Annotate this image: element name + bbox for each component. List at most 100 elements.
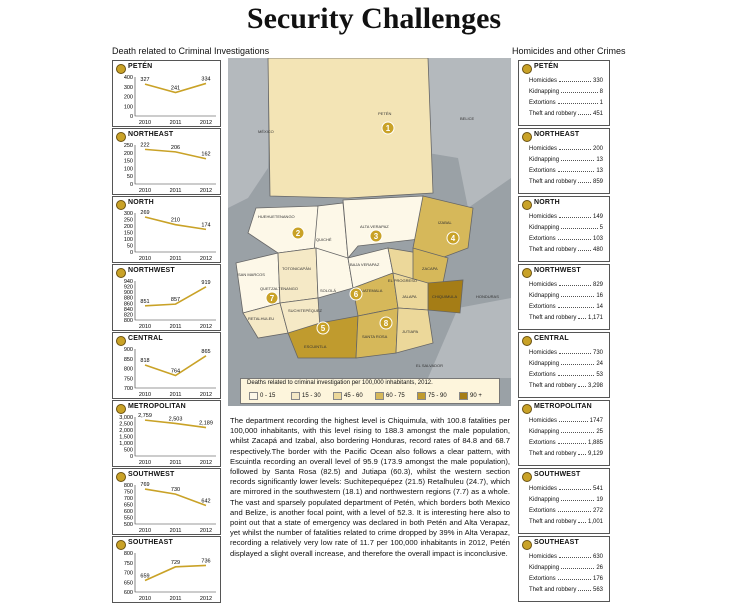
crime-region-name: SOUTHWEST xyxy=(534,471,581,478)
chart-axes xyxy=(134,145,216,185)
x-tick-label: 2010 xyxy=(139,324,151,330)
crime-value: 1,001 xyxy=(587,519,603,525)
crime-label: Kidnapping xyxy=(529,89,560,95)
y-tick-label: 200 xyxy=(124,151,133,157)
dept-label-suchitepequez: SUCHITEPÉQUEZ xyxy=(288,308,323,313)
y-tick-label: 200 xyxy=(124,95,133,101)
region-marker-6: 6 xyxy=(349,287,363,301)
x-tick-label: 2010 xyxy=(139,392,151,398)
dotted-leader xyxy=(557,304,595,308)
dept-label-huehuetenango: HUEHUETENANGO xyxy=(258,214,295,219)
y-tick-label: 0 xyxy=(130,250,133,256)
crime-label: Theft and robbery xyxy=(529,315,577,321)
crime-value: 176 xyxy=(592,576,603,582)
map-legend: Deaths related to criminal investigation… xyxy=(240,378,500,404)
dotted-leader xyxy=(559,350,591,354)
crime-row: Homicides 730 xyxy=(529,350,603,356)
crime-value: 53 xyxy=(596,372,603,378)
data-label: 659 xyxy=(140,573,149,579)
y-tick-label: 840 xyxy=(124,307,133,313)
crime-row: Theft and robbery 3,298 xyxy=(529,383,603,389)
line-chart-svg: 800 750 700 650 600 659 2010 729 2011 736 2012 xyxy=(124,551,216,602)
y-tick-label: 300 xyxy=(124,85,133,91)
crime-region-name: METROPOLITAN xyxy=(534,403,592,410)
crime-row: Extortions 14 xyxy=(529,304,603,310)
chart-title: NORTHWEST xyxy=(128,267,175,274)
region-marker-4: 4 xyxy=(446,231,460,245)
svg-text:4: 4 xyxy=(451,234,456,243)
x-tick-label: 2010 xyxy=(139,460,151,466)
dotted-leader xyxy=(578,247,591,251)
dotted-leader xyxy=(559,146,591,150)
chart-axes xyxy=(134,485,216,525)
crime-value: 149 xyxy=(592,214,603,220)
dotted-leader xyxy=(578,383,586,387)
crime-value: 13 xyxy=(596,168,603,174)
data-label: 857 xyxy=(171,297,180,303)
data-label: 269 xyxy=(140,210,149,216)
page-title: Security Challenges xyxy=(246,2,502,35)
crime-label: Kidnapping xyxy=(529,225,560,231)
data-label: 818 xyxy=(140,358,149,364)
crime-row: Extortions 103 xyxy=(529,236,603,242)
dotted-leader xyxy=(557,236,591,240)
y-tick-label: 0 xyxy=(130,114,133,120)
data-label: 241 xyxy=(171,86,180,92)
crime-row: Kidnapping 16 xyxy=(529,293,603,299)
line-chart-svg: 400 300 200 100 0 327 2010 241 2011 334 2012 xyxy=(124,75,216,126)
y-tick-label: 700 xyxy=(124,386,133,392)
crime-label: Homicides xyxy=(529,146,558,152)
crime-row: Homicides 630 xyxy=(529,554,603,560)
crime-value: 200 xyxy=(592,146,603,152)
crime-row: Extortions 1,885 xyxy=(529,440,603,446)
region-badge-icon xyxy=(522,472,532,482)
data-label: 769 xyxy=(140,482,149,488)
chart-title: NORTHEAST xyxy=(128,131,174,138)
crime-value: 480 xyxy=(592,247,603,253)
death-chart-card: NORTH 300 250 200 150 100 50 0 269 2010 210 2011 174… xyxy=(112,196,221,263)
crime-value: 541 xyxy=(592,486,603,492)
dotted-leader xyxy=(578,451,586,455)
region-badge-icon xyxy=(522,64,532,74)
x-tick-label: 2012 xyxy=(200,120,212,126)
x-tick-label: 2012 xyxy=(200,188,212,194)
dept-label-zacapa: ZACAPA xyxy=(422,266,438,271)
y-tick-label: 750 xyxy=(124,376,133,382)
dept-peten xyxy=(267,58,434,199)
crime-row: Homicides 330 xyxy=(529,78,603,84)
crime-label: Extortions xyxy=(529,100,556,106)
crime-value: 24 xyxy=(596,361,603,367)
dept-jutiapa xyxy=(395,307,434,354)
body-text: The department recording the highest lev… xyxy=(230,416,510,558)
map-svg: MÉXICO BELICE HONDURAS EL SALVADOR PETÉN… xyxy=(228,58,511,378)
dotted-leader xyxy=(557,440,586,444)
region-marker-5: 5 xyxy=(316,321,330,335)
region-marker-1: 1 xyxy=(381,121,395,135)
line-chart-svg: 900 850 800 750 700 818 2010 764 2011 865 2012 xyxy=(124,347,216,398)
crime-region-name: NORTH xyxy=(534,199,560,206)
crime-row: Homicides 829 xyxy=(529,282,603,288)
dept-label-santa-rosa: SANTA ROSA xyxy=(362,334,388,339)
data-label: 865 xyxy=(201,349,210,355)
series-line xyxy=(144,216,207,231)
data-label: 730 xyxy=(171,487,180,493)
x-tick-label: 2010 xyxy=(139,188,151,194)
crime-label: Theft and robbery xyxy=(529,179,577,185)
crime-label: Homicides xyxy=(529,418,558,424)
dept-label-quetzaltenango: QUETZALTENANGO xyxy=(260,286,298,291)
crime-label: Extortions xyxy=(529,372,556,378)
crime-row: Theft and robbery 9,129 xyxy=(529,451,603,457)
y-tick-label: 250 xyxy=(124,143,133,149)
region-badge-icon xyxy=(116,268,126,278)
legend-title: Deaths related to criminal investigation… xyxy=(247,380,433,386)
data-label: 174 xyxy=(201,222,210,228)
crime-label: Homicides xyxy=(529,78,558,84)
dotted-leader xyxy=(578,587,591,591)
crime-value: 16 xyxy=(596,293,603,299)
chart-axes xyxy=(134,417,216,457)
death-chart-card: CENTRAL 900 850 800 750 700 818 2010 764 2011 865 2… xyxy=(112,332,221,399)
crime-label: Homicides xyxy=(529,554,558,560)
legend-item-2: 15 - 30 xyxy=(289,392,327,401)
chart-axes xyxy=(134,553,216,593)
x-tick-label: 2011 xyxy=(170,596,182,602)
